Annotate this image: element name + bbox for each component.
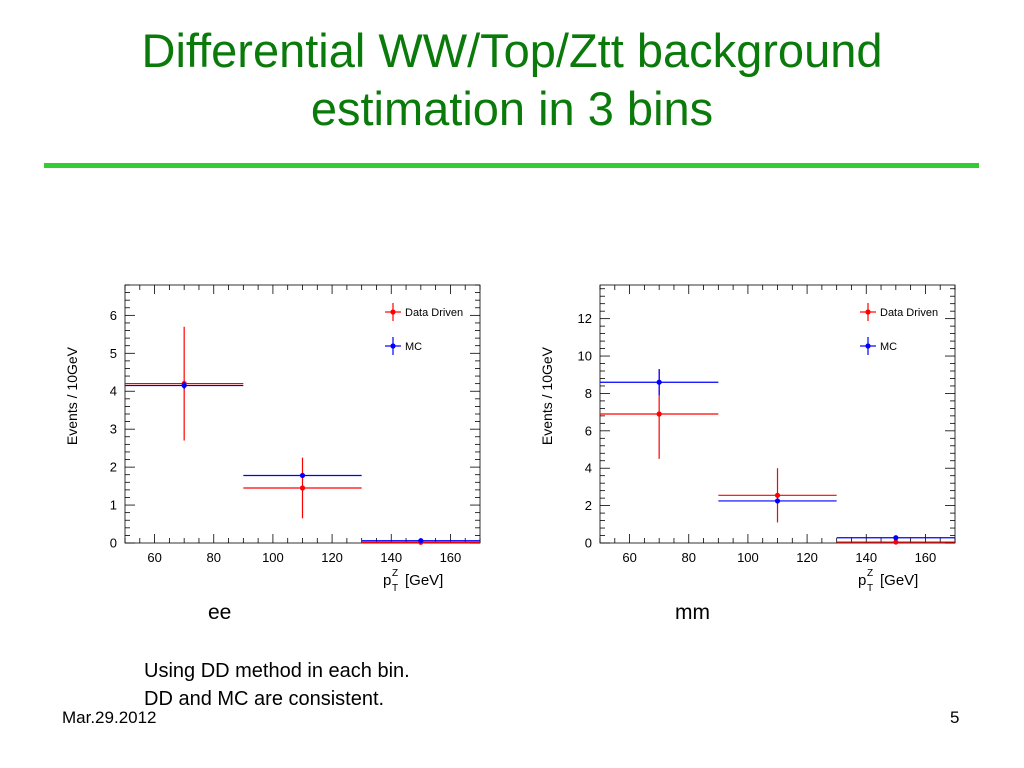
legend-label: MC [405,341,422,353]
x-axis-label-sup: Z [867,568,873,579]
plot-ee: 60 80 100 120 140 160 0 1 2 3 4 5 6 Events / 10GeV p Z T… [55,270,525,610]
y-tick-label: 8 [585,386,592,401]
series-mc [600,369,955,541]
series-data-driven [600,369,955,545]
channel-label-mm: mm [675,601,710,624]
x-tick-label: 120 [796,550,818,565]
note-line-2: DD and MC are consistent. [144,688,385,710]
legend-label: MC [880,341,897,353]
y-tick-label: 12 [578,311,592,326]
legend: Data Driven MC [385,303,463,355]
y-tick-label: 2 [110,460,117,475]
x-axis-label-unit: [GeV] [880,572,918,589]
x-tick-label: 120 [321,550,343,565]
y-axis-label: Events / 10GeV [539,346,555,445]
y-tick-label: 5 [110,346,117,361]
channel-label-ee: ee [208,601,232,624]
x-axis-label: p ZT [GeV] [858,568,918,594]
x-tick-label: 160 [915,550,937,565]
data-point [893,535,899,541]
slide-title-line2: estimation in 3 bins [310,82,714,135]
x-tick-label: 80 [207,550,221,565]
x-tick-label: 140 [380,550,402,565]
data-point [656,411,662,417]
plot-mm: 60 80 100 120 140 160 0 2 4 6 8 10 12 Events / 10GeV p… [530,270,1000,610]
x-axis-label-sub: T [392,583,398,594]
x-tick-label: 140 [855,550,877,565]
legend-label: Data Driven [880,307,938,319]
data-point [181,382,187,389]
data-point [299,472,306,479]
x-tick-label: 100 [262,550,284,565]
page-number: 5 [950,708,960,727]
legend: Data Driven MC [860,303,938,355]
y-tick-label: 2 [585,498,592,513]
x-tick-label: 60 [147,550,161,565]
x-axis-label-main: p [858,572,866,589]
y-tick-label: 4 [110,384,117,399]
data-point [299,485,306,491]
x-axis-label-sub: T [867,583,873,594]
x-axis-label-unit: [GeV] [405,572,443,589]
legend-label: Data Driven [405,307,463,319]
data-point [418,538,424,544]
y-tick-label: 0 [585,536,592,551]
y-tick-label: 4 [585,461,592,476]
y-tick-label: 1 [110,498,117,513]
conclusion-note: Using DD method in each bin. DD and MC a… [144,657,410,713]
y-tick-label: 0 [110,536,117,551]
data-point [893,539,899,545]
note-line-1: Using DD method in each bin. [144,660,410,682]
slide-title: Differential WW/Top/Ztt background estim… [0,22,1024,138]
plot-ee-svg: 60 80 100 120 140 160 0 1 2 3 4 5 6 Events / 10GeV p ZT… [64,284,481,594]
x-tick-label: 60 [622,550,636,565]
x-tick-label: 100 [737,550,759,565]
title-divider [44,163,979,168]
x-tick-label: 80 [682,550,696,565]
series-mc [125,381,480,544]
series-data-driven [125,326,480,545]
x-axis-label-sup: Z [392,568,398,579]
slide-title-line1: Differential WW/Top/Ztt background [141,24,883,77]
data-point [774,498,781,504]
plot-mm-svg: 60 80 100 120 140 160 0 2 4 6 8 10 12 Events / 10GeV p… [539,284,956,594]
y-axis-label: Events / 10GeV [64,346,80,445]
y-tick-label: 3 [110,422,117,437]
legend-marker-dot [865,309,871,315]
data-point [656,379,662,385]
footer-date: Mar.29.2012 [62,708,157,727]
y-tick-label: 6 [585,423,592,438]
y-tick-label: 10 [578,349,592,364]
data-point [774,492,781,498]
x-tick-label: 160 [440,550,462,565]
legend-marker-dot [865,343,871,349]
legend-marker-dot [390,309,396,315]
x-axis-label: p ZT [GeV] [383,568,443,594]
y-tick-label: 6 [110,308,117,323]
legend-marker-dot [390,343,396,349]
x-axis-label-main: p [383,572,391,589]
